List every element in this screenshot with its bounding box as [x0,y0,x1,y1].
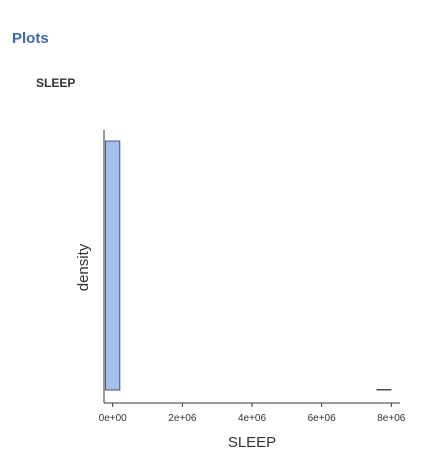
x-axis-label: SLEEP [228,434,276,451]
histogram-bar [105,140,121,391]
x-tick-label: 4e+06 [238,413,267,424]
plot-title: SLEEP [36,76,76,90]
x-tick-label: 0e+00 [99,413,128,424]
x-tick-label: 6e+06 [308,413,337,424]
histogram-bars [105,140,392,391]
x-tick-label: 8e+06 [377,413,406,424]
x-axis-ticks: 0e+00 2e+06 4e+06 6e+06 8e+06 [99,403,406,424]
y-axis-label: density [75,243,92,291]
x-tick-label: 2e+06 [168,413,197,424]
plots-section-title: Plots [12,30,49,47]
